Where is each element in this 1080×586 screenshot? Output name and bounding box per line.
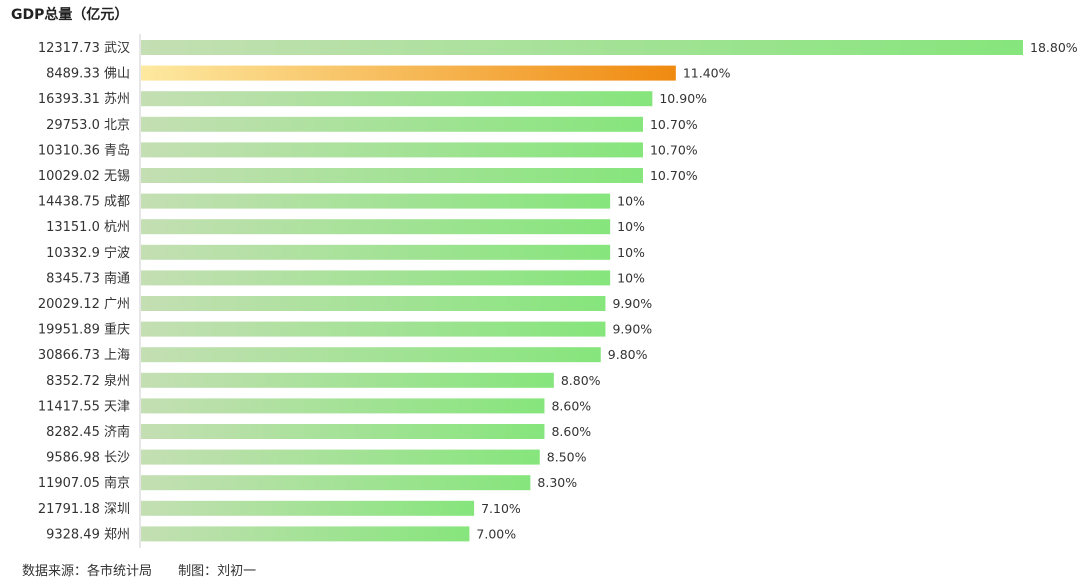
data-source: 数据来源：各市统计局 xyxy=(22,564,153,579)
bar xyxy=(141,296,606,311)
value-label: 10% xyxy=(617,194,645,209)
bar xyxy=(141,347,601,363)
value-label: 10.90% xyxy=(659,91,707,106)
footer: 数据来源：各市统计局 制图：刘初一 xyxy=(22,560,256,579)
value-label: 10.70% xyxy=(650,168,698,183)
category-label: 29753.0 北京 xyxy=(46,118,130,133)
category-label: 10029.02 无锡 xyxy=(38,169,130,184)
category-label: 11417.55 天津 xyxy=(38,399,130,414)
bars-group: 12317.73 武汉 18.80% 8489.33 佛山 11.40% 16393.3… xyxy=(38,40,1078,542)
value-label: 10.70% xyxy=(650,142,698,157)
bar xyxy=(141,116,643,132)
category-label: 9586.98 长沙 xyxy=(46,451,130,466)
value-label: 9.80% xyxy=(608,347,648,362)
bar xyxy=(141,500,475,516)
value-label: 10.70% xyxy=(650,117,698,132)
value-label: 8.30% xyxy=(537,475,577,490)
category-label: 8352.72 泉州 xyxy=(46,373,130,389)
bar xyxy=(141,321,606,337)
category-label: 30866.73 上海 xyxy=(38,348,130,363)
value-label: 7.10% xyxy=(481,501,521,516)
category-label: 8345.73 南通 xyxy=(46,270,130,286)
category-label: 20029.12 广州 xyxy=(38,297,130,312)
bar xyxy=(141,193,611,209)
bar xyxy=(141,168,643,183)
bar xyxy=(141,526,470,542)
bar xyxy=(141,142,643,158)
value-label: 10% xyxy=(617,270,645,285)
category-label: 8282.45 济南 xyxy=(46,424,130,440)
bar xyxy=(141,372,554,388)
bar xyxy=(141,475,531,491)
chart-title: GDP总量（亿元） xyxy=(11,7,129,23)
value-label: 10% xyxy=(617,245,645,260)
category-label: 8489.33 佛山 xyxy=(46,67,130,82)
bar xyxy=(141,449,540,465)
bar xyxy=(141,91,653,107)
category-label: 16393.31 苏州 xyxy=(38,91,130,107)
value-label: 8.80% xyxy=(561,373,601,388)
bar xyxy=(141,219,611,235)
bar xyxy=(141,40,1023,55)
value-label: 9.90% xyxy=(612,296,652,311)
category-label: 9328.49 郑州 xyxy=(46,527,130,542)
value-label: 8.60% xyxy=(551,398,591,413)
value-label: 10% xyxy=(617,219,645,234)
value-label: 9.90% xyxy=(612,322,652,337)
category-label: 19951.89 重庆 xyxy=(38,322,130,338)
value-label: 7.00% xyxy=(476,526,516,541)
value-label: 8.50% xyxy=(547,450,587,465)
category-label: 10332.9 宁波 xyxy=(46,245,130,261)
category-label: 21791.18 深圳 xyxy=(38,502,130,517)
bar-highlight xyxy=(141,65,676,81)
bar xyxy=(141,244,611,260)
bar xyxy=(141,398,545,414)
value-label: 11.40% xyxy=(683,66,731,81)
category-label: 10310.36 青岛 xyxy=(38,142,130,158)
category-label: 11907.05 南京 xyxy=(38,475,130,491)
value-label: 8.60% xyxy=(551,424,591,439)
bar xyxy=(141,424,545,439)
bar xyxy=(141,270,611,286)
category-label: 14438.75 成都 xyxy=(38,195,130,210)
chart-author: 制图：刘初一 xyxy=(178,564,257,579)
category-label: 13151.0 杭州 xyxy=(46,220,130,235)
value-label: 18.80% xyxy=(1030,40,1078,55)
category-label: 12317.73 武汉 xyxy=(38,41,130,56)
